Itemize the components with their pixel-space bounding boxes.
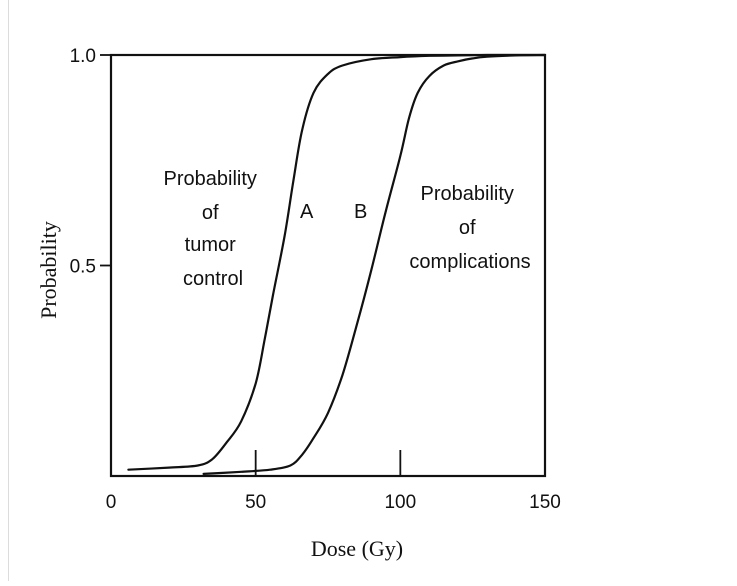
annotation-complications-line-3: complications (409, 251, 530, 273)
annotation-complications: Probability of complications (409, 183, 530, 273)
curve-a (127, 53, 547, 471)
x-tick-label: 100 (384, 492, 416, 513)
annotation-complications-line-2: of (459, 217, 476, 239)
annotation-complications-line-1: Probability (421, 183, 514, 205)
y-tick-label: 0.5 (70, 257, 96, 278)
curve-label-b: B (354, 201, 367, 223)
x-tick-label: 150 (529, 492, 561, 513)
x-axis-title: Dose (Gy) (311, 536, 403, 561)
y-tick-label: 1.0 (70, 46, 96, 67)
left-divider (8, 0, 9, 581)
x-tick-label: 0 (106, 492, 117, 513)
annotation-tumor-line-2: of (202, 202, 219, 224)
annotation-tumor-control: Probability of tumor control (164, 168, 263, 290)
x-tick-label: 50 (245, 492, 266, 513)
annotation-tumor-line-1: Probability (164, 168, 257, 190)
curve-label-a: A (300, 201, 314, 223)
curve-b (202, 53, 547, 475)
y-axis-title: Probability (36, 221, 61, 319)
annotation-tumor-line-4: control (183, 268, 243, 290)
annotation-tumor-line-3: tumor (185, 234, 236, 256)
